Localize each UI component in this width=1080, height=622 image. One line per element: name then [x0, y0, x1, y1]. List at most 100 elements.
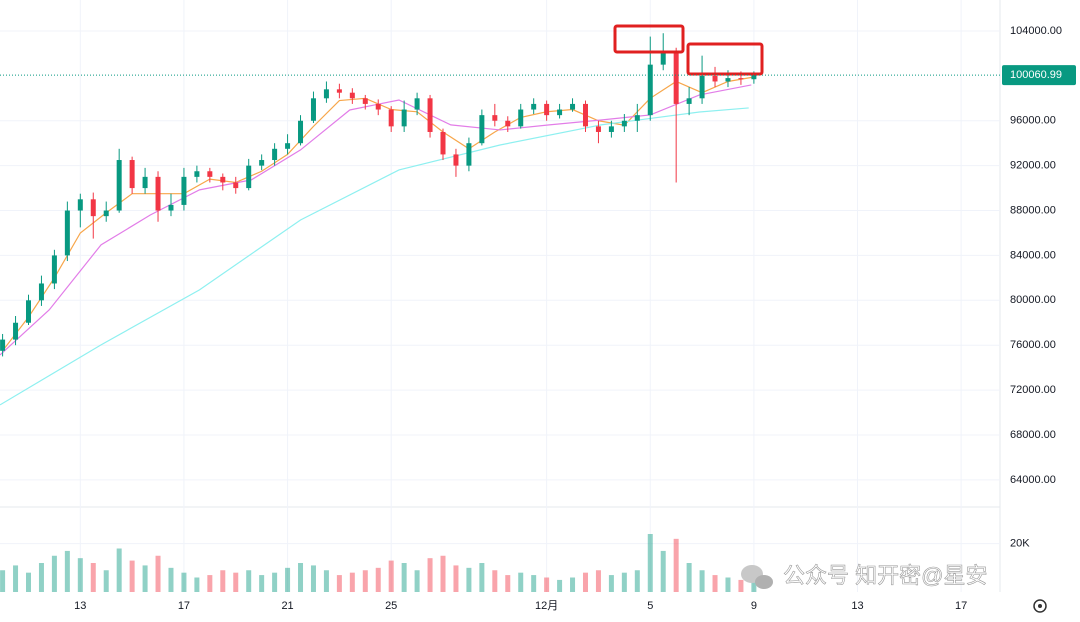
volume-bar: [505, 575, 511, 592]
candle-body: [518, 109, 524, 127]
volume-bar: [440, 555, 446, 592]
volume-bar: [310, 565, 316, 592]
candle-body: [388, 109, 394, 127]
settings-icon[interactable]: [1033, 599, 1047, 613]
y-tick-label: 76000.00: [1010, 339, 1056, 351]
candle-body: [492, 115, 498, 121]
y-tick-label: 64000.00: [1010, 474, 1056, 486]
candle-body: [77, 199, 83, 211]
volume-bar: [557, 579, 563, 592]
volume-tick-label: 20K: [1010, 538, 1030, 550]
candle-body: [116, 160, 122, 211]
volume-bar: [298, 563, 304, 592]
volume-bar: [168, 567, 174, 592]
candle-body: [544, 103, 550, 116]
x-tick-label: 17: [955, 600, 967, 612]
last-price-box: [1002, 65, 1076, 86]
x-tick-label: 13: [851, 600, 863, 612]
candle-body: [647, 64, 653, 116]
volume-bar: [699, 570, 705, 592]
volume-bar: [570, 577, 576, 592]
candle-body: [660, 53, 666, 65]
candle-body: [466, 143, 472, 166]
candle-body: [725, 78, 731, 82]
candle-body: [712, 75, 718, 82]
volume-bar: [181, 572, 187, 592]
x-tick-label: 12月: [535, 600, 558, 612]
x-tick-label: 5: [647, 600, 653, 612]
volume-bar: [51, 555, 57, 592]
plot-area: [0, 33, 757, 592]
candle-body: [427, 98, 433, 132]
candle-body: [298, 120, 304, 144]
y-tick-label: 72000.00: [1010, 384, 1056, 396]
volume-bar: [544, 577, 550, 592]
candle-body: [13, 322, 19, 340]
volume-bar: [595, 570, 601, 592]
volume-bar: [259, 575, 265, 592]
candle-body: [233, 182, 239, 189]
candle-body: [220, 176, 226, 183]
volume-bar: [220, 570, 226, 592]
candle-body: [194, 171, 200, 177]
candle-body: [621, 120, 627, 127]
volume-bar: [103, 570, 109, 592]
candle-body: [323, 89, 329, 99]
candle-body: [557, 109, 563, 116]
volume-bar: [388, 560, 394, 592]
volume-bar: [194, 577, 200, 592]
volume-bar: [207, 575, 213, 592]
volume-bar: [712, 575, 718, 592]
candle-body: [686, 98, 692, 104]
candle-body: [673, 53, 679, 104]
y-tick-label: 84000.00: [1010, 249, 1056, 261]
volume-bar: [38, 563, 44, 592]
volume-bar: [673, 538, 679, 592]
x-tick-label: 9: [751, 600, 757, 612]
volume-bar: [349, 572, 355, 592]
candle-body: [103, 210, 109, 217]
volume-bar: [686, 563, 692, 592]
volume-bar: [427, 558, 433, 592]
y-tick-label: 88000.00: [1010, 204, 1056, 216]
moving-average: [0, 84, 752, 356]
x-tick-label: 25: [385, 600, 397, 612]
candle-body: [401, 109, 407, 127]
volume-bar: [13, 565, 19, 592]
candle-body: [595, 126, 601, 132]
wechat-icon: [741, 565, 773, 589]
highlight-box: [686, 42, 764, 76]
volume-bar: [414, 570, 420, 592]
candle-body: [608, 126, 614, 132]
volume-bar: [479, 563, 485, 592]
x-tick-label: 17: [178, 600, 190, 612]
candle-body: [375, 103, 381, 110]
volume-bar: [453, 565, 459, 592]
volume-bar: [129, 560, 135, 592]
volume-bar: [285, 567, 291, 592]
volume-bar: [375, 567, 381, 592]
volume-bar: [401, 563, 407, 592]
volume-bar: [336, 575, 342, 592]
volume-bar: [155, 555, 161, 592]
volume-bar: [531, 575, 537, 592]
candle-body: [25, 300, 31, 323]
volume-bar: [77, 558, 83, 592]
volume-bar: [362, 570, 368, 592]
candle-body: [285, 143, 291, 149]
volume-bar: [582, 572, 588, 592]
volume-bar: [64, 550, 70, 592]
volume-bar: [608, 575, 614, 592]
volume-bar: [272, 572, 278, 592]
y-tick-label: 104000.00: [1010, 25, 1062, 37]
candle-body: [90, 199, 96, 217]
moving-average: [0, 107, 749, 406]
candle-body: [414, 98, 420, 110]
candle-body: [142, 176, 148, 189]
volume-bar: [233, 572, 239, 592]
volume-bar: [660, 550, 666, 592]
volume-bar: [518, 572, 524, 592]
candle-body: [259, 160, 265, 166]
candle-body: [751, 75, 757, 80]
y-tick-label: 92000.00: [1010, 160, 1056, 172]
